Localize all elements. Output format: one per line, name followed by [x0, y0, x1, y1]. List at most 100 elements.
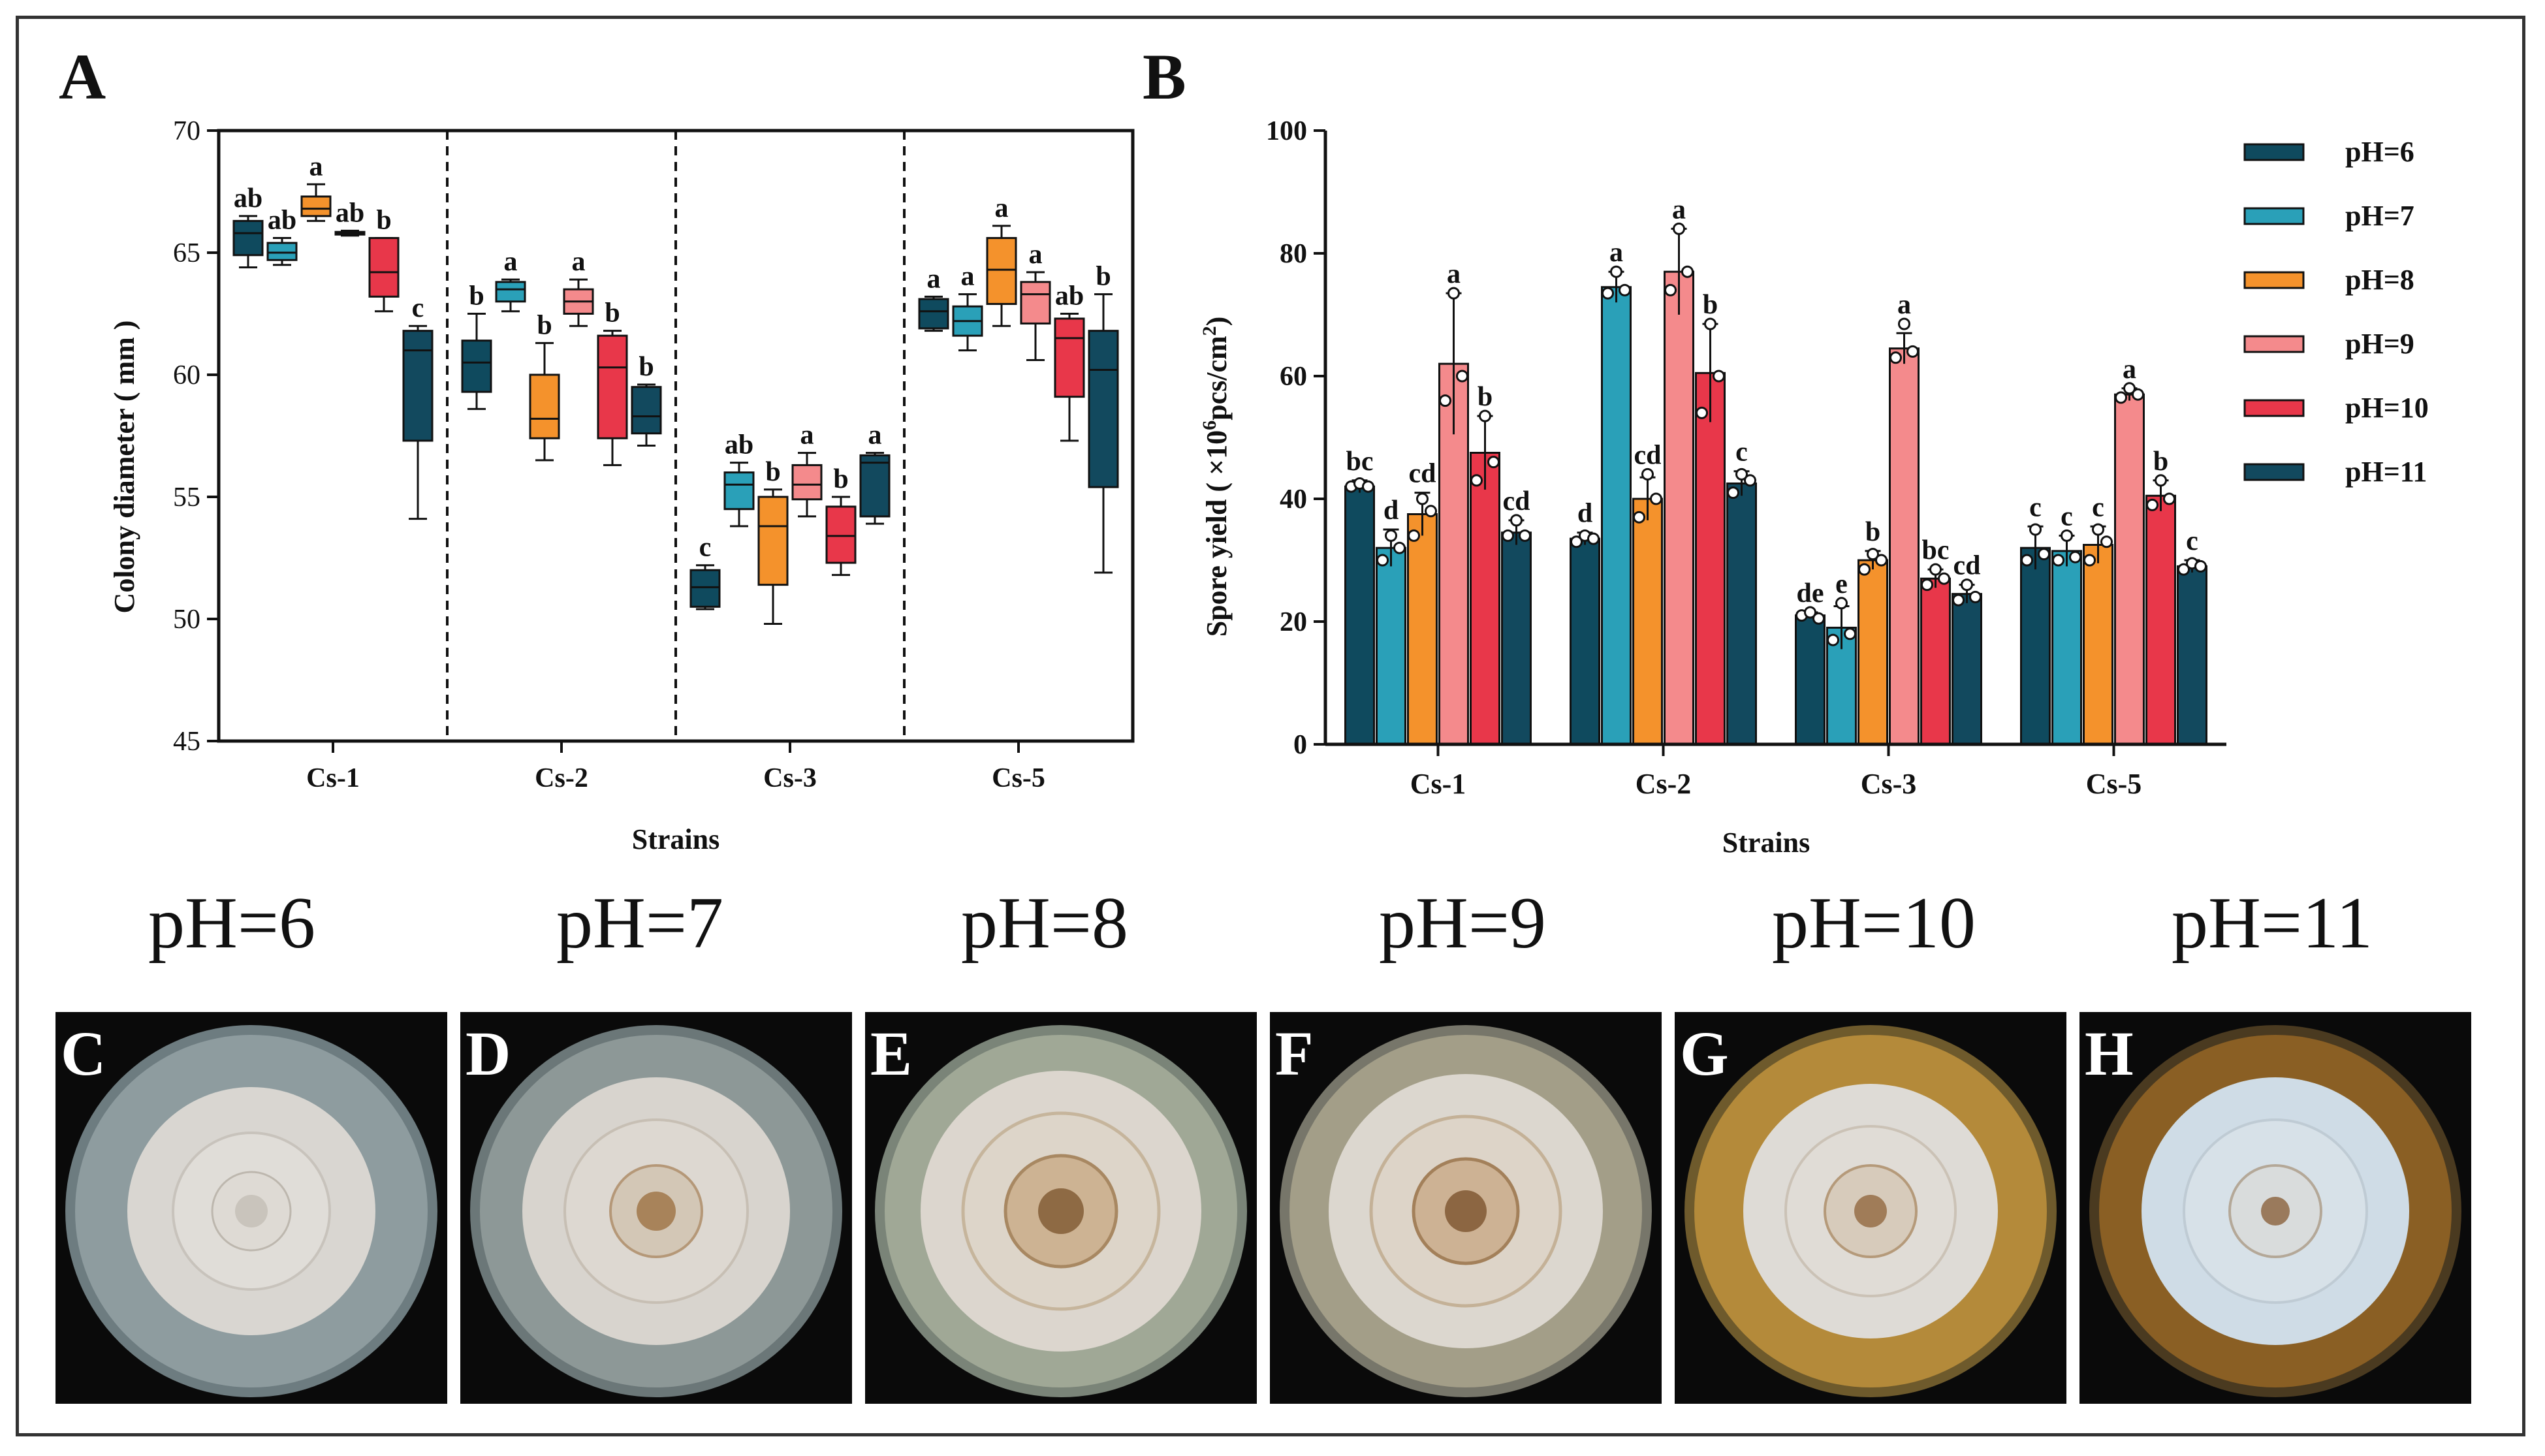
- panel-b-bar: [1726, 483, 1757, 746]
- panel-b-data-point: [1827, 633, 1839, 646]
- panel-b-data-point: [1673, 222, 1685, 235]
- panel-b-data-point: [1713, 370, 1725, 383]
- panel-b-bar: [1952, 593, 1982, 746]
- panel-a-box: [1020, 281, 1051, 324]
- panel-b-data-point: [1393, 541, 1406, 554]
- panel-b-y-axis-label: Spore yield ( ×106pcs/cm2): [1199, 317, 1233, 637]
- panel-b-significance-letter: cd: [1503, 486, 1530, 516]
- panel-a-significance-letter: a: [572, 247, 586, 277]
- panel-b-letter: B: [1143, 40, 1186, 113]
- panel-b-data-point: [1487, 456, 1500, 469]
- panel-b-data-point: [1858, 563, 1871, 576]
- legend-swatch: [2243, 399, 2305, 417]
- panel-a-x-tick-label: Cs-5: [992, 763, 1045, 793]
- panel-b-data-point: [1362, 480, 1374, 493]
- panel-a-box: [986, 237, 1017, 306]
- panel-a-box: [402, 330, 434, 442]
- panel-b-x-tick-label: Cs-2: [1636, 768, 1692, 800]
- panel-b-bar: [1407, 513, 1438, 746]
- panel-a-significance-letter: ab: [336, 198, 364, 228]
- panel-b-data-point: [2132, 388, 2144, 401]
- panel-b-data-point: [1867, 548, 1879, 561]
- panel-b-data-point: [1479, 409, 1491, 422]
- panel-a-box: [232, 219, 264, 257]
- ph-label-11: pH=11: [2172, 883, 2373, 964]
- panel-b-bar: [2051, 550, 2082, 746]
- panel-a-box: [597, 334, 628, 439]
- panel-b-data-point: [1502, 529, 1514, 542]
- panel-b-significance-letter: b: [2153, 447, 2168, 477]
- panel-a-significance-letter: a: [504, 247, 518, 277]
- panel-b-significance-letter: b: [1865, 517, 1880, 547]
- panel-b-significance-letter: a: [2123, 355, 2136, 385]
- panel-b-bar: [1664, 270, 1694, 746]
- panel-b-data-point: [2194, 560, 2207, 573]
- panel-b-data-point: [1633, 511, 1645, 524]
- ph-label-6: pH=6: [148, 883, 316, 964]
- panel-b-bar: [1376, 546, 1406, 746]
- panel-b-significance-letter: c: [2092, 492, 2104, 522]
- panel-a-box: [825, 505, 857, 564]
- plate-letter-d: D: [466, 1019, 511, 1088]
- panel-b-data-point: [1602, 287, 1614, 300]
- panel-a-y-tick-label: 55: [173, 483, 200, 513]
- panel-a-box: [300, 195, 332, 217]
- panel-a-significance-letter: c: [412, 293, 424, 323]
- legend-entry-label: pH=8: [2345, 264, 2414, 296]
- panel-b-data-point: [1408, 529, 1420, 542]
- plate-photo-ph7: D: [460, 1012, 852, 1404]
- panel-a-significance-letter: a: [800, 420, 814, 451]
- panel-b-significance-letter: cd: [1409, 459, 1436, 489]
- plate-photo-ph10: G: [1675, 1012, 2066, 1404]
- panel-b-bar: [1601, 286, 1632, 746]
- panel-a-significance-letter: b: [376, 206, 391, 236]
- panel-b-significance-letter: c: [1735, 437, 1748, 467]
- panel-b-data-point: [2092, 523, 2104, 536]
- panel-a-box: [1054, 317, 1085, 398]
- panel-b-data-point: [1952, 593, 1965, 607]
- panel-b-data-point: [1425, 505, 1437, 518]
- panel-b-bar: [2145, 494, 2176, 746]
- panel-b-y-tick-label: 80: [1280, 239, 1307, 269]
- panel-b-data-point: [1416, 492, 1429, 505]
- panel-b-data-point: [1938, 572, 1950, 585]
- panel-a-box: [723, 471, 755, 511]
- panel-a-significance-letter: ab: [234, 183, 262, 214]
- panel-a-box: [1088, 330, 1119, 488]
- panel-b-data-point: [2052, 554, 2064, 567]
- panel-b-data-point: [1641, 467, 1654, 481]
- panel-b-data-point: [1921, 578, 1933, 592]
- panel-b-bar: [1570, 537, 1600, 746]
- panel-b-data-point: [2177, 563, 2190, 576]
- panel-b-significance-letter: b: [1478, 382, 1493, 412]
- panel-b-significance-letter: c: [2029, 492, 2042, 522]
- panel-b-significance-letter: cd: [1953, 551, 1981, 581]
- panel-b-data-point: [1385, 529, 1397, 542]
- panel-a-significance-letter: a: [1029, 240, 1043, 270]
- legend-swatch: [2243, 463, 2305, 481]
- panel-b-bar: [2020, 546, 2051, 746]
- panel-b-data-point: [1447, 287, 1460, 300]
- figure-frame: [16, 16, 2525, 1436]
- panel-a-significance-letter: b: [765, 457, 780, 487]
- panel-a-box: [631, 386, 662, 435]
- panel-a-significance-letter: a: [995, 193, 1009, 223]
- panel-a-letter: A: [59, 40, 106, 113]
- panel-b-bar: [1920, 577, 1951, 746]
- panel-b-y-tick-label: 100: [1266, 116, 1307, 146]
- plate-letter-c: C: [61, 1019, 106, 1088]
- panel-a-significance-letter: b: [469, 281, 484, 311]
- panel-b-data-point: [1929, 563, 1942, 576]
- legend-entry-label: pH=11: [2345, 456, 2427, 488]
- panel-b-data-point: [1519, 529, 1531, 542]
- panel-b-y-tick-label: 0: [1293, 730, 1307, 760]
- panel-b-bar: [1632, 498, 1663, 746]
- ph-label-9: pH=9: [1378, 883, 1547, 964]
- panel-b-data-point: [1844, 627, 1856, 641]
- panel-b-data-point: [1744, 474, 1756, 487]
- panel-b-significance-letter: c: [2186, 526, 2198, 556]
- panel-b-data-point: [2038, 548, 2050, 561]
- panel-b-data-point: [2069, 550, 2081, 563]
- panel-b-data-point: [1650, 492, 1662, 505]
- panel-b-y-tick-label: 60: [1280, 362, 1307, 392]
